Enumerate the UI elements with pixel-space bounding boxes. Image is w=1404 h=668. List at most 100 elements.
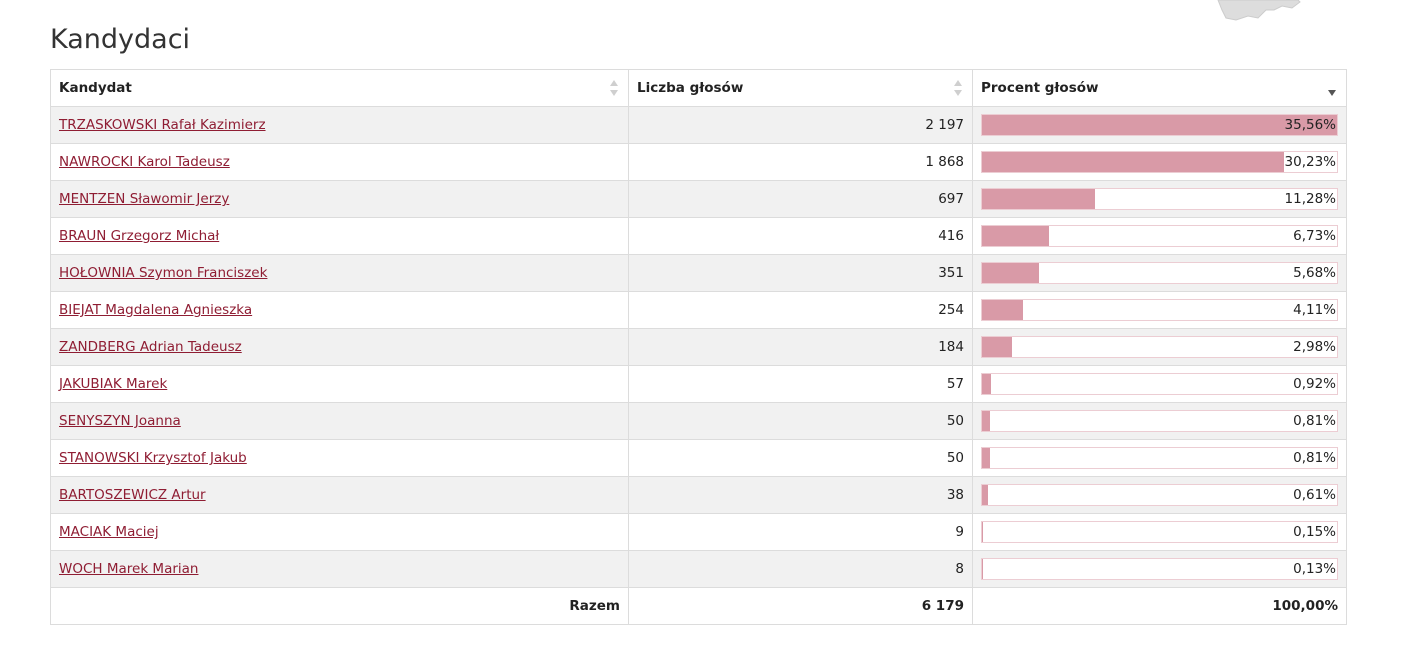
page-title: Kandydaci: [50, 24, 191, 55]
candidate-link[interactable]: BIEJAT Magdalena Agnieszka: [59, 302, 253, 318]
percent-cell: 11,28%: [972, 180, 1347, 218]
percent-cell: 30,23%: [972, 143, 1347, 181]
candidate-link[interactable]: BRAUN Grzegorz Michał: [59, 228, 220, 244]
percent-cell: 6,73%: [972, 217, 1347, 255]
votes-cell: 50: [628, 439, 973, 477]
votes-cell: 254: [628, 291, 973, 329]
table-row: NAWROCKI Karol Tadeusz 1 868 30,23%: [50, 143, 1347, 181]
candidate-cell: HOŁOWNIA Szymon Franciszek: [50, 254, 629, 292]
percent-bar: 4,11%: [981, 299, 1338, 321]
candidate-link[interactable]: STANOWSKI Krzysztof Jakub: [59, 450, 247, 466]
percent-bar: 0,15%: [981, 521, 1338, 543]
sort-arrows-icon: [954, 80, 962, 96]
percent-bar: 0,13%: [981, 558, 1338, 580]
percent-label: 0,15%: [1293, 524, 1336, 540]
total-votes: 6 179: [628, 587, 973, 625]
percent-bar: 35,56%: [981, 114, 1338, 136]
candidate-link[interactable]: SENYSZYN Joanna: [59, 413, 181, 429]
column-header-candidate[interactable]: Kandydat: [50, 69, 629, 107]
percent-label: 0,61%: [1293, 487, 1336, 503]
candidate-link[interactable]: WOCH Marek Marian: [59, 561, 199, 577]
candidate-cell: NAWROCKI Karol Tadeusz: [50, 143, 629, 181]
votes-cell: 351: [628, 254, 973, 292]
candidate-cell: MACIAK Maciej: [50, 513, 629, 551]
table-row: MENTZEN Sławomir Jerzy 697 11,28%: [50, 180, 1347, 218]
column-header-label: Procent głosów: [981, 80, 1099, 96]
percent-cell: 0,92%: [972, 365, 1347, 403]
candidate-cell: WOCH Marek Marian: [50, 550, 629, 588]
votes-cell: 1 868: [628, 143, 973, 181]
percent-bar-fill: [982, 300, 1024, 320]
table-row: BRAUN Grzegorz Michał 416 6,73%: [50, 217, 1347, 255]
candidate-link[interactable]: MACIAK Maciej: [59, 524, 159, 540]
percent-cell: 4,11%: [972, 291, 1347, 329]
candidate-cell: MENTZEN Sławomir Jerzy: [50, 180, 629, 218]
table-row: BARTOSZEWICZ Artur 38 0,61%: [50, 476, 1347, 514]
candidate-cell: TRZASKOWSKI Rafał Kazimierz: [50, 106, 629, 144]
candidates-table: Kandydat Liczba głosów Procent głosów TR…: [50, 69, 1347, 625]
votes-cell: 2 197: [628, 106, 973, 144]
table-row: HOŁOWNIA Szymon Franciszek 351 5,68%: [50, 254, 1347, 292]
percent-bar: 5,68%: [981, 262, 1338, 284]
sort-arrows-icon: [610, 80, 618, 96]
percent-cell: 35,56%: [972, 106, 1347, 144]
percent-bar: 30,23%: [981, 151, 1338, 173]
table-row: TRZASKOWSKI Rafał Kazimierz 2 197 35,56%: [50, 106, 1347, 144]
percent-label: 5,68%: [1293, 265, 1336, 281]
percent-bar: 0,81%: [981, 447, 1338, 469]
percent-bar-fill: [982, 559, 984, 579]
percent-label: 0,92%: [1293, 376, 1336, 392]
table-row: SENYSZYN Joanna 50 0,81%: [50, 402, 1347, 440]
percent-cell: 5,68%: [972, 254, 1347, 292]
candidate-link[interactable]: TRZASKOWSKI Rafał Kazimierz: [59, 117, 266, 133]
sort-desc-active-icon: [1328, 80, 1336, 96]
percent-bar-fill: [982, 337, 1012, 357]
percent-label: 11,28%: [1284, 191, 1336, 207]
table-footer-row: Razem 6 179 100,00%: [50, 587, 1347, 625]
percent-bar-fill: [982, 522, 984, 542]
column-header-votes[interactable]: Liczba głosów: [628, 69, 973, 107]
percent-label: 4,11%: [1293, 302, 1336, 318]
votes-cell: 57: [628, 365, 973, 403]
table-row: BIEJAT Magdalena Agnieszka 254 4,11%: [50, 291, 1347, 329]
percent-label: 0,81%: [1293, 413, 1336, 429]
percent-cell: 0,15%: [972, 513, 1347, 551]
candidate-link[interactable]: BARTOSZEWICZ Artur: [59, 487, 206, 503]
votes-cell: 416: [628, 217, 973, 255]
percent-bar-fill: [982, 411, 991, 431]
table-row: JAKUBIAK Marek 57 0,92%: [50, 365, 1347, 403]
total-percent: 100,00%: [972, 587, 1347, 625]
candidate-link[interactable]: ZANDBERG Adrian Tadeusz: [59, 339, 242, 355]
candidate-cell: BRAUN Grzegorz Michał: [50, 217, 629, 255]
candidate-link[interactable]: NAWROCKI Karol Tadeusz: [59, 154, 230, 170]
column-header-percent[interactable]: Procent głosów: [972, 69, 1347, 107]
votes-cell: 38: [628, 476, 973, 514]
votes-cell: 184: [628, 328, 973, 366]
percent-bar: 2,98%: [981, 336, 1338, 358]
candidate-cell: SENYSZYN Joanna: [50, 402, 629, 440]
table-row: WOCH Marek Marian 8 0,13%: [50, 550, 1347, 588]
percent-label: 6,73%: [1293, 228, 1336, 244]
percent-label: 0,13%: [1293, 561, 1336, 577]
percent-cell: 0,81%: [972, 439, 1347, 477]
candidate-link[interactable]: MENTZEN Sławomir Jerzy: [59, 191, 230, 207]
candidate-link[interactable]: JAKUBIAK Marek: [59, 376, 168, 392]
candidate-link[interactable]: HOŁOWNIA Szymon Franciszek: [59, 265, 268, 281]
candidate-cell: BIEJAT Magdalena Agnieszka: [50, 291, 629, 329]
percent-label: 30,23%: [1284, 154, 1336, 170]
table-header-row: Kandydat Liczba głosów Procent głosów: [50, 69, 1347, 107]
table-row: ZANDBERG Adrian Tadeusz 184 2,98%: [50, 328, 1347, 366]
table-row: STANOWSKI Krzysztof Jakub 50 0,81%: [50, 439, 1347, 477]
percent-cell: 0,61%: [972, 476, 1347, 514]
votes-cell: 697: [628, 180, 973, 218]
total-label: Razem: [50, 587, 629, 625]
votes-cell: 9: [628, 513, 973, 551]
percent-bar: 11,28%: [981, 188, 1338, 210]
percent-bar-fill: [982, 448, 991, 468]
percent-bar: 0,92%: [981, 373, 1338, 395]
percent-bar: 0,81%: [981, 410, 1338, 432]
percent-bar-fill: [982, 374, 992, 394]
percent-bar-fill: [982, 263, 1039, 283]
percent-label: 2,98%: [1293, 339, 1336, 355]
candidate-cell: JAKUBIAK Marek: [50, 365, 629, 403]
